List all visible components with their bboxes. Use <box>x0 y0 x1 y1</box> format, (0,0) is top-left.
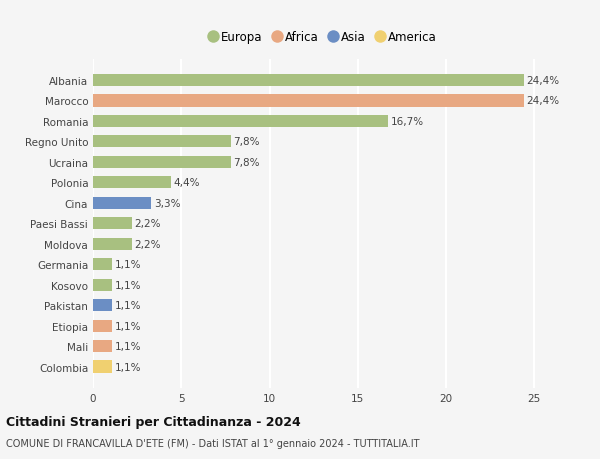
Text: 24,4%: 24,4% <box>526 76 560 86</box>
Bar <box>93 320 112 332</box>
Bar <box>93 299 112 312</box>
Bar <box>93 74 524 87</box>
Bar <box>93 279 112 291</box>
Text: COMUNE DI FRANCAVILLA D'ETE (FM) - Dati ISTAT al 1° gennaio 2024 - TUTTITALIA.IT: COMUNE DI FRANCAVILLA D'ETE (FM) - Dati … <box>6 438 419 448</box>
Text: 1,1%: 1,1% <box>115 260 142 269</box>
Text: 2,2%: 2,2% <box>134 239 161 249</box>
Bar <box>93 177 170 189</box>
Text: 1,1%: 1,1% <box>115 301 142 310</box>
Text: 1,1%: 1,1% <box>115 341 142 351</box>
Bar <box>93 157 230 168</box>
Text: 16,7%: 16,7% <box>391 117 424 127</box>
Bar <box>93 136 230 148</box>
Text: 7,8%: 7,8% <box>233 137 260 147</box>
Bar <box>93 95 524 107</box>
Text: 1,1%: 1,1% <box>115 280 142 290</box>
Text: 3,3%: 3,3% <box>154 198 181 208</box>
Text: 1,1%: 1,1% <box>115 362 142 372</box>
Text: 2,2%: 2,2% <box>134 219 161 229</box>
Bar <box>93 116 388 128</box>
Bar <box>93 340 112 353</box>
Bar <box>93 238 132 250</box>
Text: 24,4%: 24,4% <box>526 96 560 106</box>
Text: 4,4%: 4,4% <box>173 178 200 188</box>
Bar <box>93 218 132 230</box>
Text: 7,8%: 7,8% <box>233 157 260 168</box>
Text: Cittadini Stranieri per Cittadinanza - 2024: Cittadini Stranieri per Cittadinanza - 2… <box>6 415 301 428</box>
Bar <box>93 258 112 271</box>
Bar <box>93 361 112 373</box>
Legend: Europa, Africa, Asia, America: Europa, Africa, Asia, America <box>203 26 442 49</box>
Text: 1,1%: 1,1% <box>115 321 142 331</box>
Bar <box>93 197 151 209</box>
